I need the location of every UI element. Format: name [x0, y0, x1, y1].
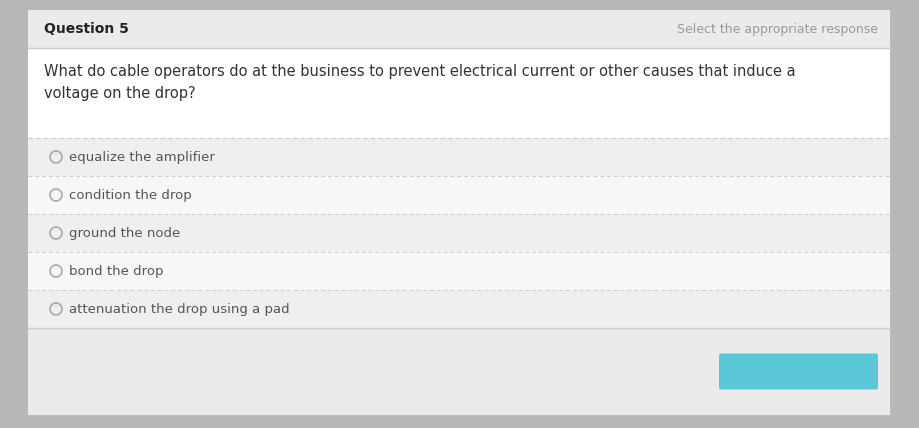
- FancyBboxPatch shape: [28, 214, 890, 252]
- Text: Submit Response  ✓: Submit Response ✓: [731, 365, 866, 378]
- FancyBboxPatch shape: [28, 10, 890, 415]
- Text: condition the drop: condition the drop: [69, 188, 192, 202]
- FancyBboxPatch shape: [28, 290, 890, 328]
- FancyBboxPatch shape: [28, 328, 890, 415]
- FancyBboxPatch shape: [28, 138, 890, 176]
- FancyBboxPatch shape: [28, 176, 890, 214]
- FancyBboxPatch shape: [28, 10, 890, 48]
- Text: attenuation the drop using a pad: attenuation the drop using a pad: [69, 303, 289, 315]
- Text: What do cable operators do at the business to prevent electrical current or othe: What do cable operators do at the busine…: [44, 64, 796, 101]
- FancyBboxPatch shape: [28, 48, 890, 138]
- FancyBboxPatch shape: [28, 252, 890, 290]
- Text: Select the appropriate response: Select the appropriate response: [677, 23, 878, 36]
- Text: ground the node: ground the node: [69, 226, 180, 240]
- Text: equalize the amplifier: equalize the amplifier: [69, 151, 215, 163]
- FancyBboxPatch shape: [719, 354, 878, 389]
- Text: Question 5: Question 5: [44, 22, 129, 36]
- Text: bond the drop: bond the drop: [69, 265, 164, 277]
